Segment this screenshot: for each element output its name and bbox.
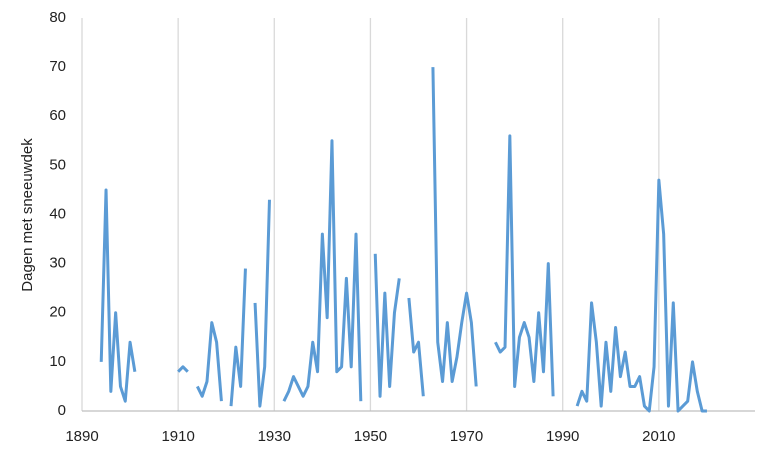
y-tick-label: 40 [49,205,66,222]
x-tick-label: 1950 [354,428,387,445]
x-tick-label: 1990 [546,428,579,445]
data-line [99,67,707,413]
y-tick-label: 60 [49,107,66,124]
x-tick-label: 1930 [258,428,291,445]
y-axis-label: Dagen met sneeuwdek [19,138,36,292]
y-tick-label: 30 [49,255,66,272]
y-tick-label: 80 [49,9,66,26]
x-tick-label: 2010 [642,428,675,445]
y-tick-label: 10 [49,353,66,370]
y-tick-label: 0 [58,402,66,419]
y-tick-label: 50 [49,156,66,173]
x-tick-label: 1890 [65,428,98,445]
y-tick-label: 20 [49,304,66,321]
y-tick-label: 70 [49,58,66,75]
x-tick-label: 1970 [450,428,483,445]
x-tick-label: 1910 [161,428,194,445]
